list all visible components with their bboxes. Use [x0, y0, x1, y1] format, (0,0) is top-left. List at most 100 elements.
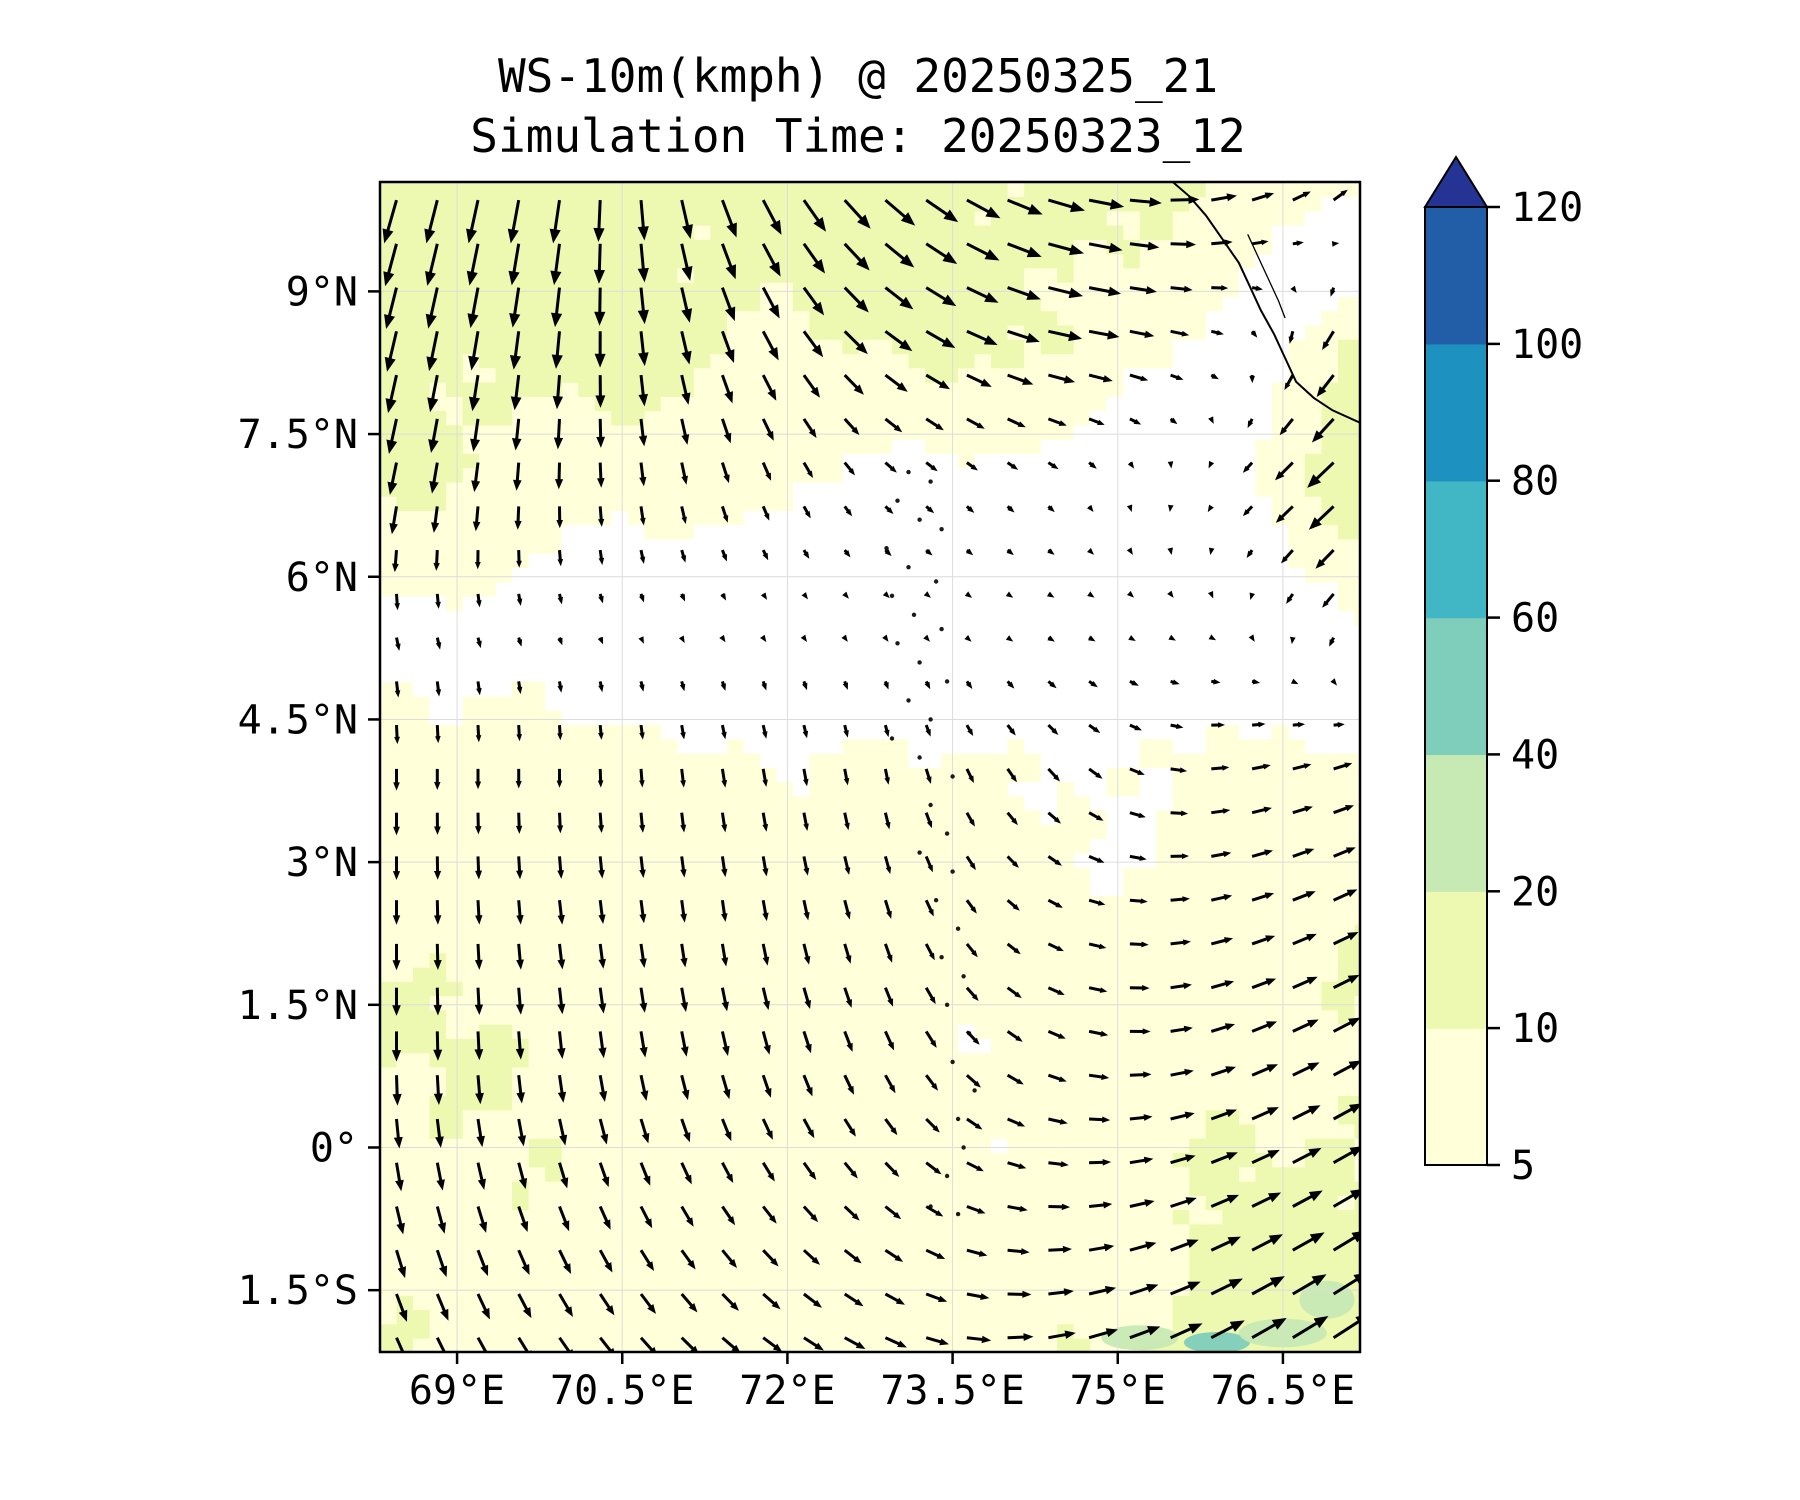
contour-cell [380, 1095, 398, 1111]
contour-cell [495, 182, 513, 198]
contour-cell [1024, 1038, 1042, 1054]
contour-cell [1238, 952, 1257, 968]
contour-cell [545, 924, 563, 940]
contour-cell [1040, 495, 1058, 511]
contour-cell [925, 1223, 943, 1239]
contour-cell [1172, 553, 1191, 569]
contour-cell [958, 381, 976, 397]
contour-cell [974, 652, 992, 668]
contour-cell [826, 438, 844, 454]
contour-cell [677, 453, 695, 469]
contour-cell [1255, 481, 1273, 497]
contour-cell [743, 966, 761, 982]
contour-cell [611, 924, 629, 940]
contour-cell [528, 1166, 546, 1182]
contour-cell [726, 495, 745, 511]
contour-cell [1205, 738, 1224, 754]
contour-cell [908, 795, 926, 811]
contour-cell [578, 781, 596, 797]
wind-arrow [435, 1337, 449, 1352]
contour-cell [1024, 1294, 1042, 1310]
contour-cell [941, 681, 959, 697]
contour-cell [660, 938, 679, 954]
contour-cell [1238, 1294, 1257, 1310]
contour-cell [644, 738, 662, 754]
contour-cell [693, 182, 712, 198]
contour-cell [1271, 938, 1290, 954]
contour-cell [1354, 253, 1360, 269]
contour-cell [545, 253, 563, 269]
contour-cell [1288, 438, 1306, 454]
contour-cell [875, 881, 893, 897]
contour-cell [908, 1038, 926, 1054]
contour-cell [1007, 595, 1025, 611]
contour-cell [479, 581, 497, 597]
contour-cell [1007, 524, 1025, 540]
contour-cell [809, 624, 827, 640]
contour-cell [446, 210, 464, 226]
contour-cell [1304, 638, 1323, 654]
contour-cell [941, 1309, 959, 1325]
contour-cell [892, 410, 910, 426]
contour-cell [611, 182, 629, 198]
contour-cell [1123, 1109, 1141, 1125]
contour-cell [1090, 695, 1108, 711]
contour-cell [1238, 196, 1257, 212]
contour-cell [1090, 995, 1108, 1011]
contour-cell [925, 581, 943, 597]
contour-cell [1172, 895, 1191, 911]
contour-cell [677, 809, 695, 825]
contour-cell [991, 1095, 1009, 1111]
contour-cell [743, 795, 761, 811]
contour-cell [1271, 595, 1290, 611]
contour-cell [875, 838, 893, 854]
contour-cell [1024, 881, 1042, 897]
contour-cell [1271, 438, 1290, 454]
contour-cell [1073, 567, 1091, 583]
contour-cell [512, 709, 530, 725]
contour-cell [974, 1195, 992, 1211]
contour-cell [759, 438, 778, 454]
contour-cell [1040, 1038, 1058, 1054]
contour-cell [1156, 481, 1174, 497]
contour-cell [594, 1309, 612, 1325]
contour-cell [809, 581, 827, 597]
contour-cell [495, 652, 513, 668]
contour-cell [462, 610, 480, 626]
contour-cell [759, 453, 778, 469]
contour-cell [743, 182, 761, 198]
contour-cell [776, 453, 794, 469]
contour-cell [561, 852, 579, 868]
contour-cell [561, 410, 579, 426]
contour-cell [710, 581, 728, 597]
contour-cell [908, 538, 926, 554]
contour-cell [792, 453, 811, 469]
contour-cell [594, 638, 612, 654]
contour-cell [495, 553, 513, 569]
contour-cell [991, 1066, 1009, 1082]
contour-cell [875, 709, 893, 725]
contour-cell [1288, 581, 1306, 597]
contour-cell [1255, 881, 1273, 897]
contour-cell [495, 538, 513, 554]
contour-cell [875, 467, 893, 483]
contour-cell [875, 339, 893, 355]
contour-cell [1288, 852, 1306, 868]
contour-cell [512, 1138, 530, 1154]
contour-cell [413, 681, 431, 697]
contour-cell [660, 781, 679, 797]
contour-cell [1255, 752, 1273, 768]
contour-cell [660, 339, 679, 355]
contour-cell [512, 1109, 530, 1125]
contour-cell [875, 1294, 893, 1310]
contour-cell [726, 367, 745, 383]
contour-cell [413, 1280, 431, 1296]
contour-cell [925, 881, 943, 897]
contour-cell [1338, 667, 1356, 683]
contour-cell [1338, 1195, 1356, 1211]
contour-cell [1238, 724, 1257, 740]
contour-cell [479, 267, 497, 283]
contour-cell [859, 1180, 877, 1196]
contour-cell [528, 467, 546, 483]
contour-cell [693, 196, 712, 212]
